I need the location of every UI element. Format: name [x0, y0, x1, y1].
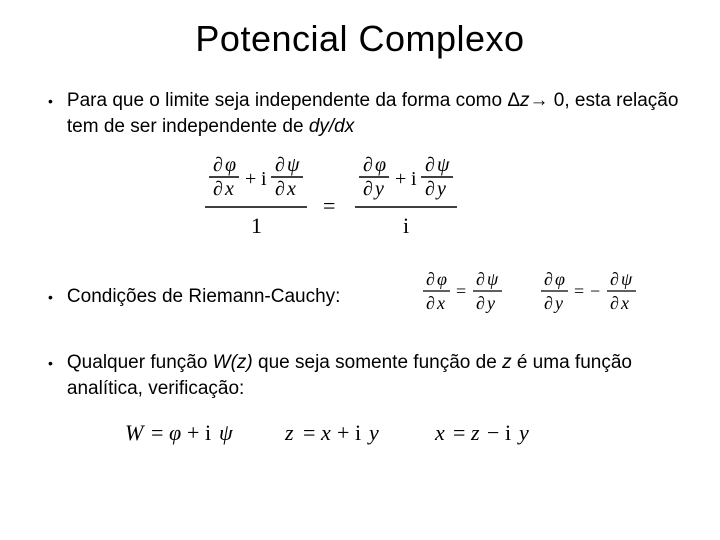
- svg-text:∂: ∂: [610, 293, 619, 313]
- svg-text:i: i: [205, 420, 211, 445]
- svg-text:ψ: ψ: [437, 154, 450, 176]
- svg-text:∂: ∂: [426, 269, 435, 289]
- svg-text:y: y: [553, 293, 563, 313]
- svg-text:∂: ∂: [425, 178, 435, 200]
- svg-text:i: i: [261, 168, 267, 190]
- svg-text:+: +: [395, 168, 406, 190]
- svg-text:x: x: [434, 420, 445, 445]
- svg-text:y: y: [485, 293, 495, 313]
- svg-text:1: 1: [251, 213, 262, 238]
- svg-text:∂: ∂: [213, 178, 223, 200]
- svg-text:x: x: [286, 178, 296, 200]
- svg-text:+: +: [245, 168, 256, 190]
- svg-text:+: +: [337, 420, 349, 445]
- svg-text:x: x: [436, 293, 445, 313]
- svg-text:∂: ∂: [544, 293, 553, 313]
- svg-text:∂: ∂: [476, 269, 485, 289]
- svg-text:ψ: ψ: [487, 269, 499, 289]
- svg-text:i: i: [355, 420, 361, 445]
- bullet-dot-icon: •: [48, 284, 53, 310]
- svg-text:x: x: [320, 420, 331, 445]
- svg-text:−: −: [487, 420, 499, 445]
- svg-text:y: y: [367, 420, 379, 445]
- svg-text:i: i: [403, 213, 409, 238]
- svg-text:φ: φ: [375, 154, 386, 176]
- svg-text:+: +: [187, 420, 199, 445]
- svg-text:∂: ∂: [610, 269, 619, 289]
- svg-text:∂: ∂: [213, 154, 223, 176]
- bullet-dot-icon: •: [48, 88, 53, 114]
- svg-text:φ: φ: [555, 269, 565, 289]
- svg-text:∂: ∂: [426, 293, 435, 313]
- svg-text:∂: ∂: [363, 154, 373, 176]
- svg-text:i: i: [505, 420, 511, 445]
- equation-main: ∂φ ∂x + i ∂ψ ∂x 1 =: [40, 153, 680, 247]
- svg-text:∂: ∂: [275, 178, 285, 200]
- svg-text:z: z: [470, 420, 480, 445]
- bullet-1-text: Para que o limite seja independente da f…: [67, 88, 680, 139]
- svg-text:=: =: [453, 420, 465, 445]
- svg-text:φ: φ: [437, 269, 447, 289]
- svg-text:∂: ∂: [425, 154, 435, 176]
- svg-text:∂: ∂: [363, 178, 373, 200]
- svg-text:z: z: [284, 420, 294, 445]
- equation-bottom-row: W = φ + i ψ z = x + i y x = z − i y: [40, 416, 680, 450]
- svg-text:=: =: [303, 420, 315, 445]
- svg-text:ψ: ψ: [287, 154, 300, 176]
- slide-title: Potencial Complexo: [40, 18, 680, 60]
- equation-riemann-cauchy: ∂φ ∂x = ∂ψ ∂y ∂φ ∂y = − ∂ψ: [420, 269, 680, 324]
- svg-text:ψ: ψ: [219, 420, 233, 445]
- bullet-3: • Qualquer função W(z) que seja somente …: [40, 350, 680, 401]
- bullet-dot-icon: •: [48, 350, 53, 376]
- svg-text:=: =: [456, 281, 466, 301]
- svg-text:W: W: [125, 420, 145, 445]
- svg-text:y: y: [435, 178, 446, 200]
- svg-text:=: =: [323, 193, 335, 218]
- bullet-2: • Condições de Riemann-Cauchy: ∂φ ∂x = ∂…: [40, 269, 680, 324]
- svg-text:−: −: [590, 281, 600, 301]
- svg-text:∂: ∂: [544, 269, 553, 289]
- svg-text:∂: ∂: [275, 154, 285, 176]
- bullet-3-text: Qualquer função W(z) que seja somente fu…: [67, 350, 680, 401]
- svg-text:φ: φ: [169, 420, 181, 445]
- svg-text:=: =: [574, 281, 584, 301]
- svg-text:∂: ∂: [476, 293, 485, 313]
- svg-text:i: i: [411, 168, 417, 190]
- bullet-2-text: Condições de Riemann-Cauchy:: [67, 286, 404, 308]
- svg-text:y: y: [517, 420, 529, 445]
- bullet-1: • Para que o limite seja independente da…: [40, 88, 680, 139]
- svg-text:ψ: ψ: [621, 269, 633, 289]
- svg-text:x: x: [620, 293, 629, 313]
- svg-text:y: y: [373, 178, 384, 200]
- svg-text:x: x: [224, 178, 234, 200]
- svg-text:φ: φ: [225, 154, 236, 176]
- svg-text:=: =: [151, 420, 163, 445]
